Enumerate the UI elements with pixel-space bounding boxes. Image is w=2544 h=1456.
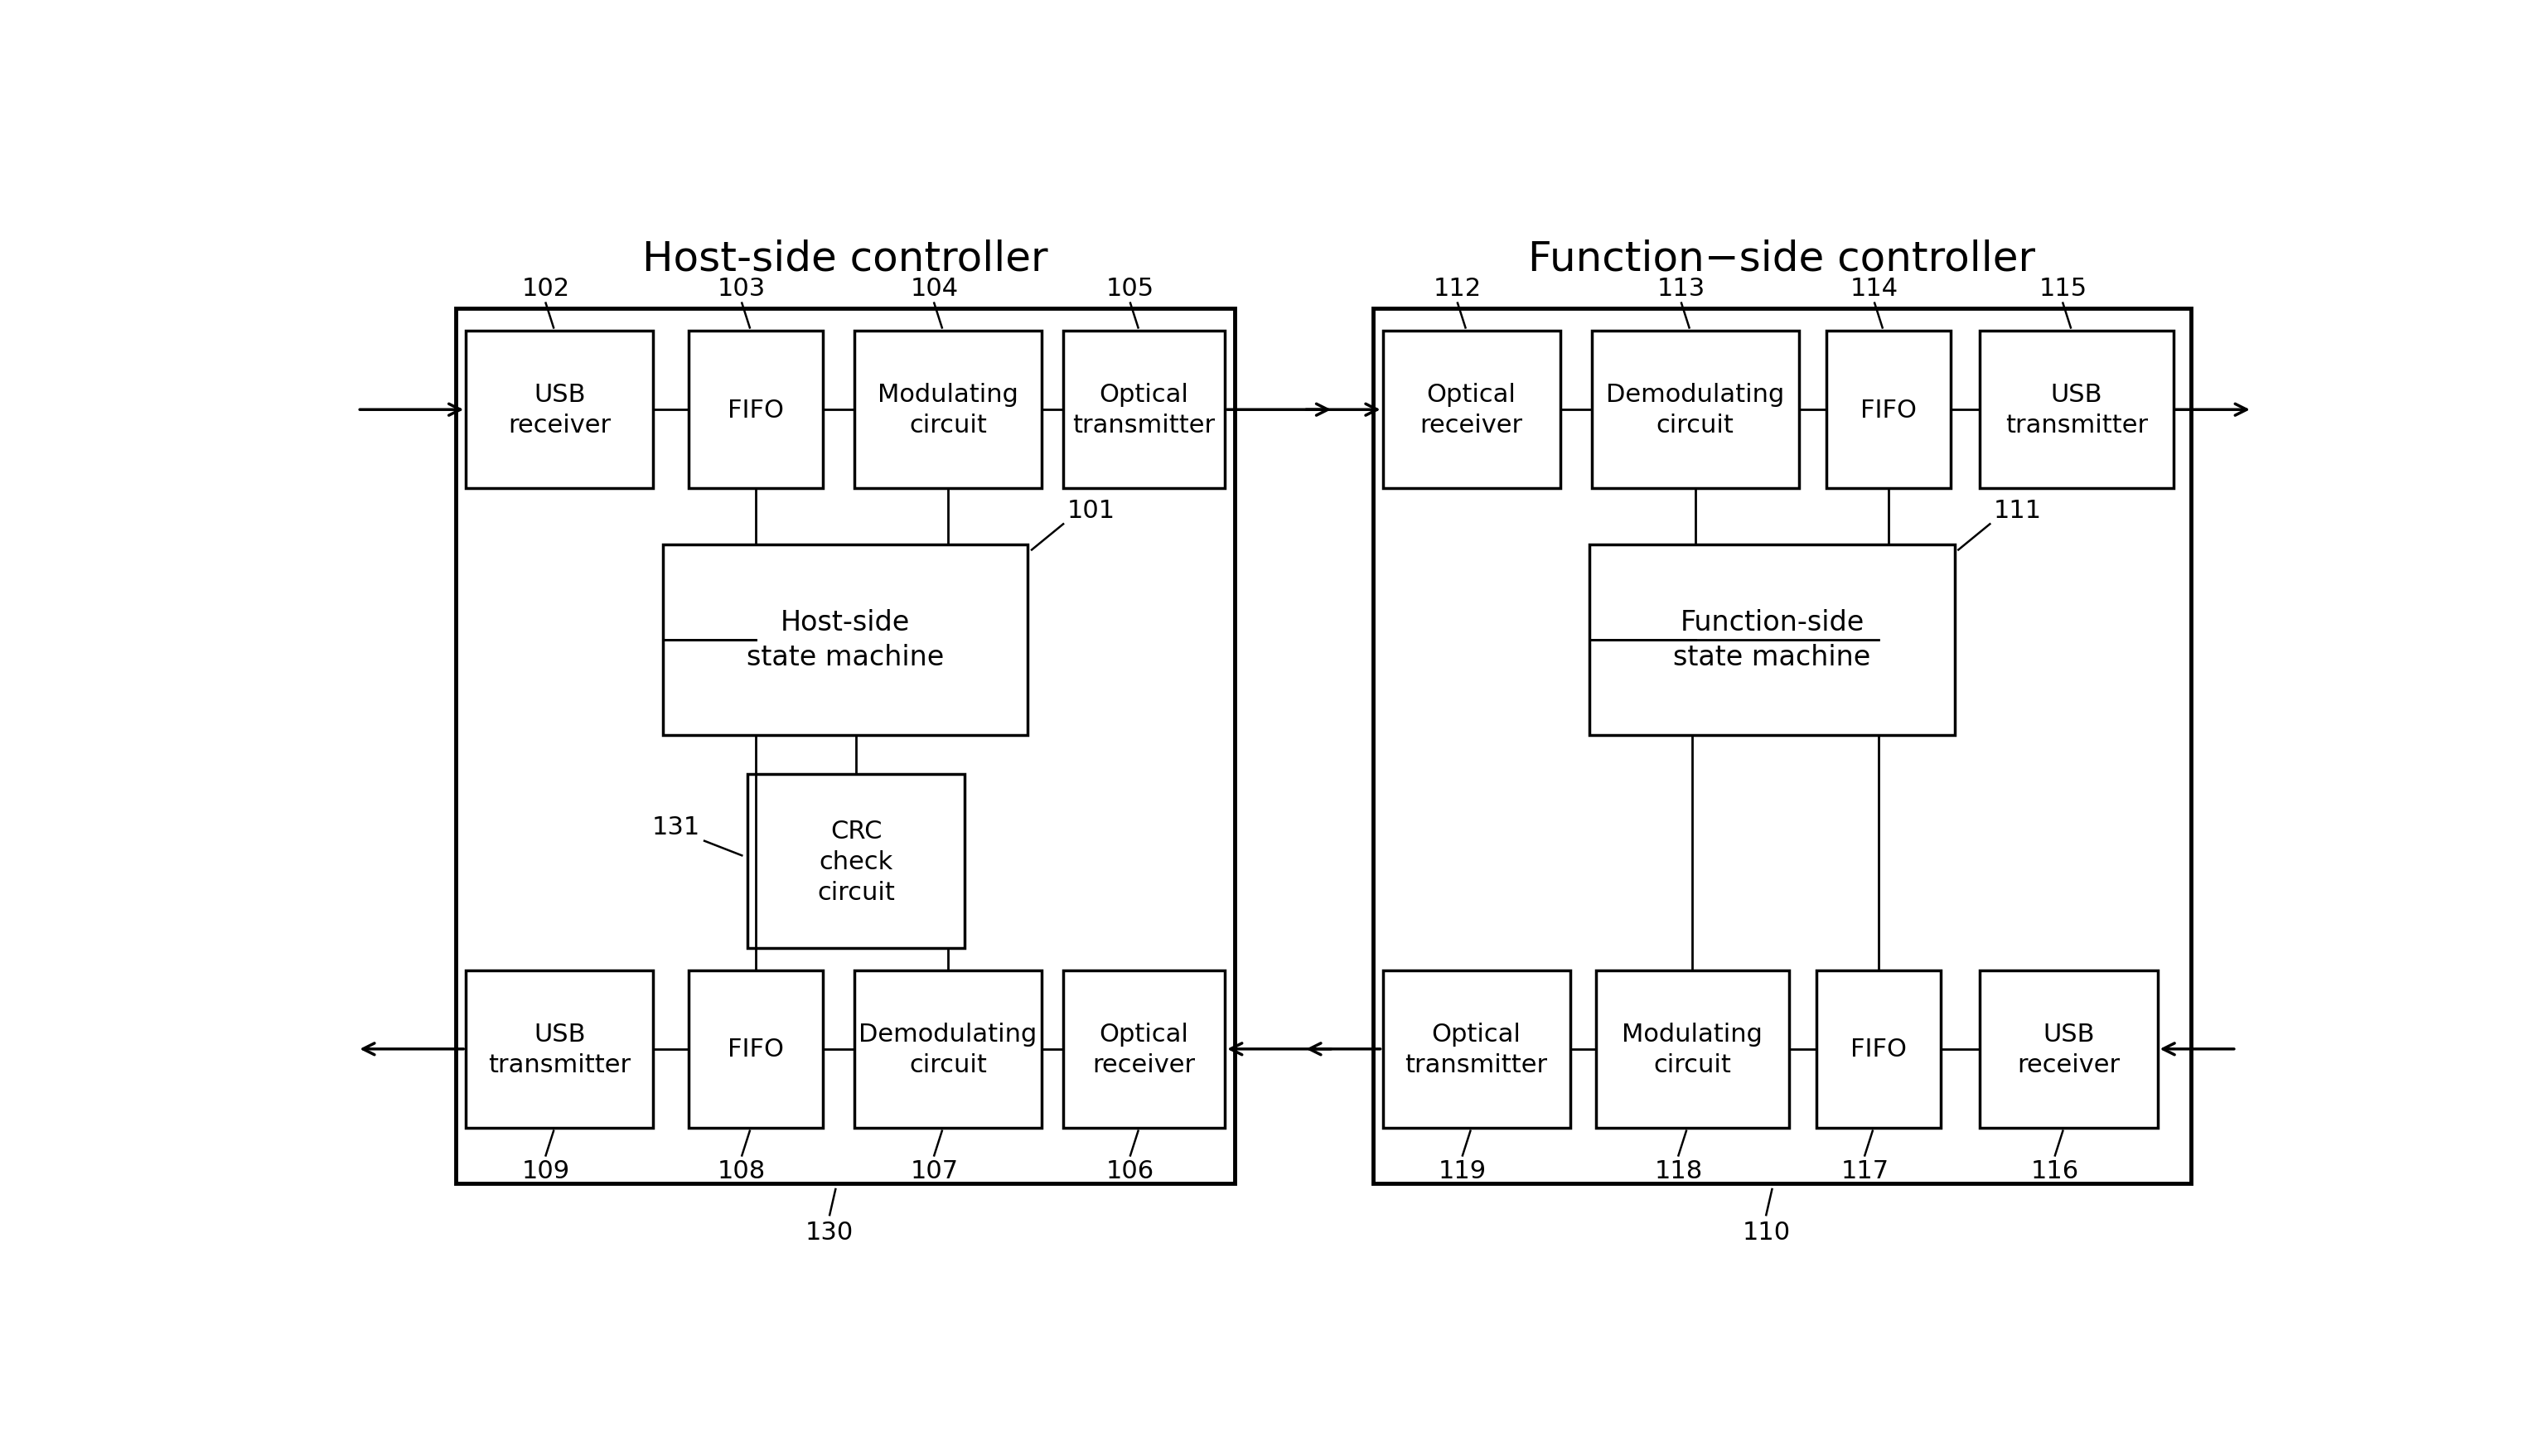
Text: 101: 101: [1068, 498, 1114, 523]
Text: Optical
receiver: Optical receiver: [1094, 1022, 1196, 1076]
Bar: [689, 332, 822, 489]
Text: 117: 117: [1842, 1159, 1888, 1184]
Bar: [855, 332, 1040, 489]
Text: 131: 131: [651, 815, 700, 839]
Text: 103: 103: [717, 277, 766, 300]
Text: Optical
receiver: Optical receiver: [1420, 383, 1524, 437]
Bar: [1384, 971, 1570, 1127]
Text: Optical
transmitter: Optical transmitter: [1074, 383, 1216, 437]
Text: 106: 106: [1107, 1159, 1155, 1184]
Text: 119: 119: [1437, 1159, 1486, 1184]
Text: FIFO: FIFO: [728, 397, 784, 422]
Text: Demodulating
circuit: Demodulating circuit: [1605, 383, 1783, 437]
Text: CRC
check
circuit: CRC check circuit: [817, 818, 895, 904]
Text: FIFO: FIFO: [1849, 1037, 1905, 1061]
Text: 130: 130: [806, 1220, 855, 1243]
Bar: [466, 332, 654, 489]
Text: Modulating
circuit: Modulating circuit: [878, 383, 1018, 437]
Text: Demodulating
circuit: Demodulating circuit: [860, 1022, 1038, 1076]
Text: 114: 114: [1849, 277, 1898, 300]
Text: Host-side controller: Host-side controller: [644, 239, 1048, 278]
Text: USB
transmitter: USB transmitter: [2005, 383, 2147, 437]
Text: Optical
transmitter: Optical transmitter: [1404, 1022, 1547, 1076]
Bar: [748, 775, 964, 948]
Text: 109: 109: [522, 1159, 570, 1184]
Text: 105: 105: [1107, 277, 1155, 300]
Bar: [1063, 971, 1226, 1127]
Text: 111: 111: [1994, 498, 2043, 523]
Text: FIFO: FIFO: [728, 1037, 784, 1061]
Bar: [1063, 332, 1226, 489]
Text: Modulating
circuit: Modulating circuit: [1623, 1022, 1763, 1076]
Text: 102: 102: [522, 277, 570, 300]
Bar: [455, 309, 1234, 1184]
Text: Function-side
state machine: Function-side state machine: [1674, 609, 1870, 671]
Bar: [1374, 309, 2190, 1184]
Bar: [1595, 971, 1788, 1127]
Text: 110: 110: [1743, 1220, 1791, 1243]
Text: Host-side
state machine: Host-side state machine: [748, 609, 944, 671]
Text: 113: 113: [1656, 277, 1704, 300]
Bar: [689, 971, 822, 1127]
Text: 115: 115: [2038, 277, 2086, 300]
Text: 116: 116: [2030, 1159, 2078, 1184]
Bar: [1816, 971, 1941, 1127]
Text: 118: 118: [1654, 1159, 1702, 1184]
Bar: [1593, 332, 1799, 489]
Bar: [1827, 332, 1951, 489]
Bar: [1384, 332, 1559, 489]
Bar: [1590, 545, 1954, 735]
Text: 104: 104: [911, 277, 959, 300]
Bar: [1979, 971, 2157, 1127]
Bar: [466, 971, 654, 1127]
Text: USB
receiver: USB receiver: [2017, 1022, 2119, 1076]
Bar: [1979, 332, 2173, 489]
Bar: [855, 971, 1040, 1127]
Text: 108: 108: [717, 1159, 766, 1184]
Text: USB
transmitter: USB transmitter: [488, 1022, 631, 1076]
Text: Function−side controller: Function−side controller: [1529, 239, 2035, 278]
Text: USB
receiver: USB receiver: [509, 383, 611, 437]
Text: FIFO: FIFO: [1860, 397, 1916, 422]
Bar: [664, 545, 1028, 735]
Text: 112: 112: [1432, 277, 1481, 300]
Text: 107: 107: [911, 1159, 959, 1184]
